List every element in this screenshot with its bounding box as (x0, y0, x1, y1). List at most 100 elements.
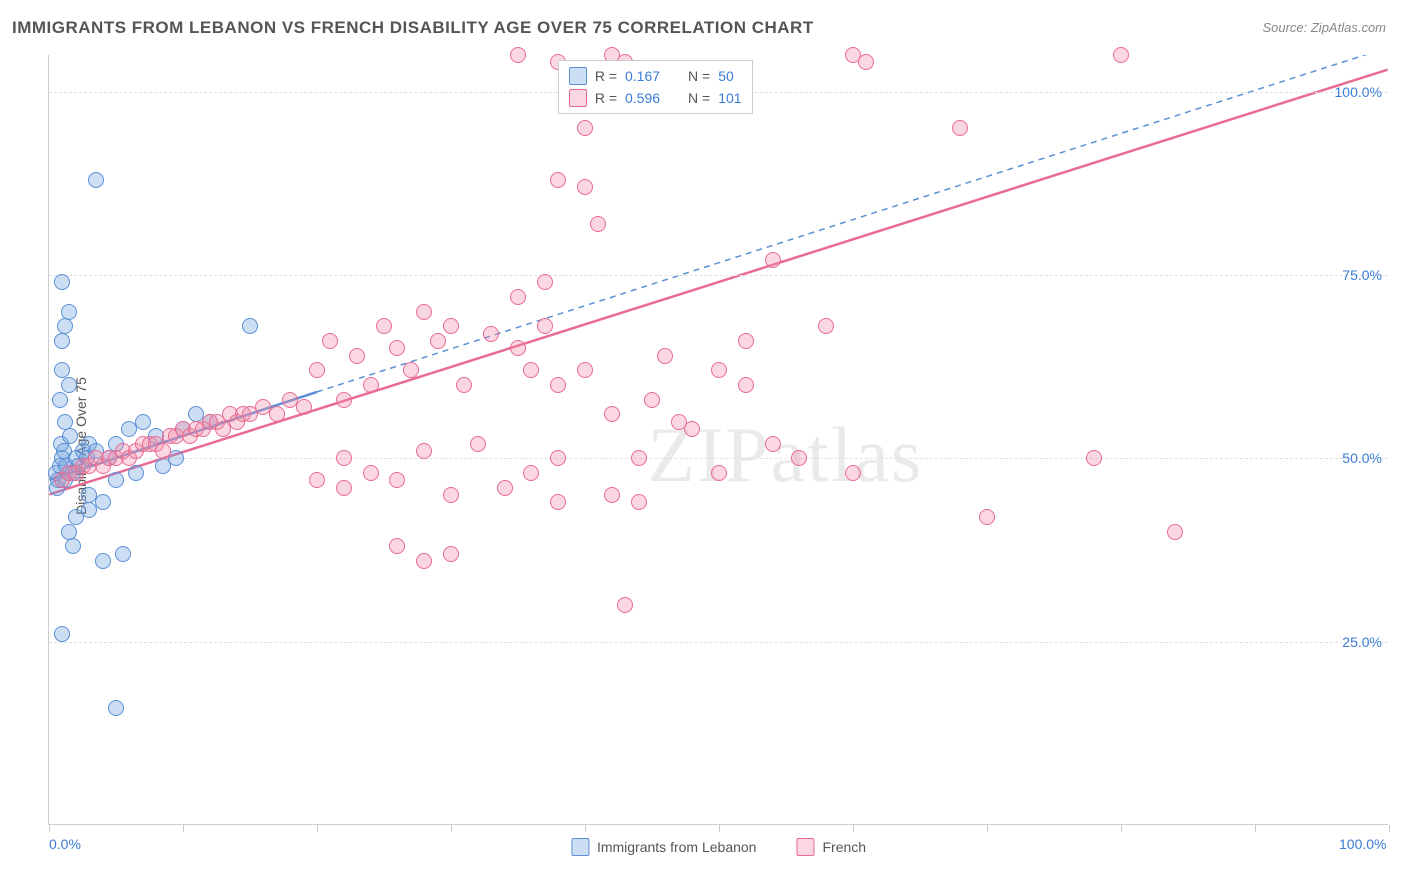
scatter-point-lebanon (108, 472, 124, 488)
scatter-point-lebanon (135, 414, 151, 430)
scatter-point-lebanon (65, 538, 81, 554)
scatter-point-french (389, 538, 405, 554)
scatter-point-french (403, 362, 419, 378)
scatter-point-french (376, 318, 392, 334)
scatter-point-french (858, 54, 874, 70)
scatter-point-lebanon (57, 414, 73, 430)
scatter-point-french (322, 333, 338, 349)
scatter-point-lebanon (54, 626, 70, 642)
x-tick (451, 825, 452, 832)
legend-swatch (571, 838, 589, 856)
scatter-point-french (510, 340, 526, 356)
scatter-point-french (296, 399, 312, 415)
scatter-point-french (644, 392, 660, 408)
x-tick (853, 825, 854, 832)
scatter-point-french (510, 47, 526, 63)
legend-item-lebanon: Immigrants from Lebanon (571, 838, 757, 856)
scatter-point-french (416, 304, 432, 320)
x-tick (183, 825, 184, 832)
scatter-point-french (510, 289, 526, 305)
x-tick (719, 825, 720, 832)
scatter-point-french (711, 465, 727, 481)
x-tick (317, 825, 318, 832)
scatter-point-french (550, 494, 566, 510)
scatter-point-french (336, 480, 352, 496)
scatter-point-lebanon (54, 362, 70, 378)
y-tick-label: 25.0% (1342, 634, 1382, 650)
scatter-point-french (791, 450, 807, 466)
scatter-point-french (416, 443, 432, 459)
trend-line (317, 55, 1388, 392)
scatter-point-french (577, 120, 593, 136)
scatter-point-lebanon (62, 428, 78, 444)
scatter-point-french (845, 465, 861, 481)
scatter-point-lebanon (54, 274, 70, 290)
legend-swatch (796, 838, 814, 856)
scatter-point-french (363, 465, 379, 481)
source-attribution: Source: ZipAtlas.com (1262, 20, 1386, 35)
x-tick (1121, 825, 1122, 832)
scatter-point-french (550, 377, 566, 393)
scatter-point-french (577, 179, 593, 195)
legend-item-french: French (796, 838, 866, 856)
scatter-point-french (631, 450, 647, 466)
scatter-point-french (336, 450, 352, 466)
scatter-point-french (456, 377, 472, 393)
trend-lines-layer (49, 55, 1388, 824)
y-tick-label: 50.0% (1342, 450, 1382, 466)
scatter-point-french (389, 472, 405, 488)
scatter-point-lebanon (52, 392, 68, 408)
legend-r-value: 0.596 (625, 90, 660, 106)
legend-swatch (569, 67, 587, 85)
scatter-point-french (430, 333, 446, 349)
x-tick-label: 100.0% (1339, 836, 1386, 852)
x-tick (987, 825, 988, 832)
scatter-point-french (604, 487, 620, 503)
trend-line (49, 70, 1387, 495)
scatter-point-french (155, 443, 171, 459)
chart-container: IMMIGRANTS FROM LEBANON VS FRENCH DISABI… (0, 0, 1406, 892)
legend-n-value: 101 (718, 90, 741, 106)
scatter-point-french (671, 414, 687, 430)
scatter-point-french (523, 362, 539, 378)
scatter-point-french (738, 333, 754, 349)
scatter-point-french (1167, 524, 1183, 540)
scatter-point-french (416, 553, 432, 569)
y-tick-label: 100.0% (1335, 84, 1382, 100)
legend-n-value: 50 (718, 68, 734, 84)
x-tick (1389, 825, 1390, 832)
scatter-point-lebanon (54, 333, 70, 349)
scatter-point-lebanon (57, 318, 73, 334)
scatter-point-french (765, 252, 781, 268)
scatter-point-french (349, 348, 365, 364)
chart-title: IMMIGRANTS FROM LEBANON VS FRENCH DISABI… (12, 18, 814, 38)
watermark-text: ZIP (647, 411, 770, 498)
legend-r-value: 0.167 (625, 68, 660, 84)
scatter-point-lebanon (128, 465, 144, 481)
legend-series: Immigrants from Lebanon French (571, 838, 866, 856)
scatter-point-french (738, 377, 754, 393)
scatter-point-french (1113, 47, 1129, 63)
legend-label: French (822, 839, 866, 855)
x-tick (49, 825, 50, 832)
scatter-point-french (1086, 450, 1102, 466)
scatter-point-french (765, 436, 781, 452)
scatter-point-lebanon (95, 494, 111, 510)
scatter-point-french (443, 318, 459, 334)
scatter-point-french (550, 172, 566, 188)
scatter-point-french (550, 450, 566, 466)
scatter-point-french (604, 406, 620, 422)
gridline-horizontal (49, 458, 1388, 459)
scatter-point-french (483, 326, 499, 342)
legend-swatch (569, 89, 587, 107)
scatter-point-lebanon (88, 172, 104, 188)
gridline-horizontal (49, 275, 1388, 276)
legend-n-label: N = (688, 68, 710, 84)
scatter-point-french (363, 377, 379, 393)
legend-label: Immigrants from Lebanon (597, 839, 757, 855)
scatter-point-french (537, 274, 553, 290)
scatter-point-french (309, 362, 325, 378)
scatter-point-lebanon (95, 553, 111, 569)
legend-stats-row: R =0.596N =101 (569, 87, 742, 109)
scatter-point-french (818, 318, 834, 334)
